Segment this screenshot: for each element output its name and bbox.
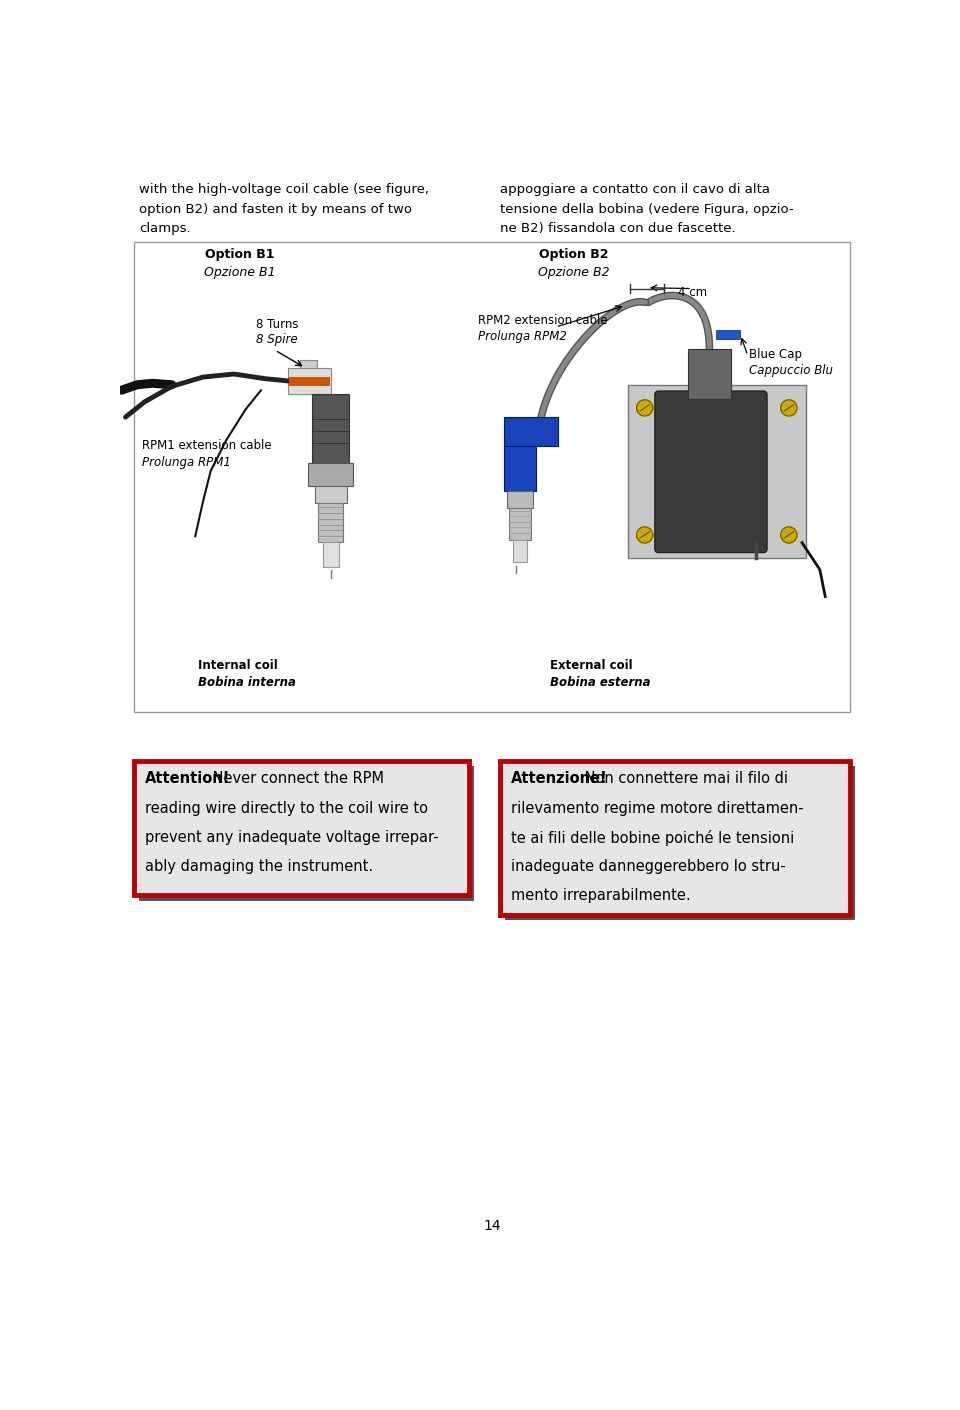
FancyBboxPatch shape [509,508,531,540]
Text: Opzione B1: Opzione B1 [204,266,276,279]
Circle shape [780,527,797,543]
FancyBboxPatch shape [315,486,348,503]
Text: Attenzione!: Attenzione! [511,771,608,787]
Text: Attention!: Attention! [145,771,230,787]
FancyBboxPatch shape [134,760,468,895]
FancyBboxPatch shape [504,417,558,447]
Text: Never connect the RPM: Never connect the RPM [208,771,384,787]
Text: Internal coil: Internal coil [198,658,277,673]
Text: Bobina interna: Bobina interna [198,675,296,689]
Text: Opzione B2: Opzione B2 [538,266,610,279]
FancyBboxPatch shape [688,348,731,399]
Text: Prolunga RPM2: Prolunga RPM2 [478,330,567,343]
Text: Blue Cap: Blue Cap [750,348,803,361]
FancyBboxPatch shape [504,447,537,491]
Circle shape [636,527,653,543]
FancyBboxPatch shape [505,766,855,919]
Text: appoggiare a contatto con il cavo di alta
tensione della bobina (vedere Figura, : appoggiare a contatto con il cavo di alt… [500,183,793,235]
FancyBboxPatch shape [324,541,339,567]
Text: with the high-voltage coil cable (see figure,
option B2) and fasten it by means : with the high-voltage coil cable (see fi… [139,183,429,235]
FancyBboxPatch shape [655,391,767,553]
Text: External coil: External coil [550,658,633,673]
Text: RPM1 extension cable: RPM1 extension cable [142,439,272,451]
Circle shape [780,400,797,416]
FancyBboxPatch shape [319,503,344,541]
Text: RPM2 extension cable: RPM2 extension cable [478,314,608,327]
Text: Non connettere mai il filo di: Non connettere mai il filo di [581,771,788,787]
Text: 4 cm: 4 cm [678,286,708,299]
FancyBboxPatch shape [628,385,805,558]
Text: prevent any inadequate voltage irrepar-: prevent any inadequate voltage irrepar- [145,830,439,845]
Circle shape [636,400,653,416]
FancyBboxPatch shape [288,368,331,393]
FancyBboxPatch shape [308,464,353,486]
FancyBboxPatch shape [134,243,850,712]
Text: ably damaging the instrument.: ably damaging the instrument. [145,859,372,874]
Text: 8 Turns: 8 Turns [255,317,299,331]
Text: rilevamento regime motore direttamen-: rilevamento regime motore direttamen- [511,801,804,815]
FancyBboxPatch shape [312,393,349,464]
FancyBboxPatch shape [715,330,740,340]
Text: te ai fili delle bobine poiché le tensioni: te ai fili delle bobine poiché le tensio… [511,830,794,846]
Text: 8 Spire: 8 Spire [255,333,298,347]
FancyBboxPatch shape [500,760,850,915]
FancyBboxPatch shape [513,540,527,563]
FancyBboxPatch shape [300,360,317,368]
FancyBboxPatch shape [139,766,474,901]
Text: 14: 14 [483,1220,501,1234]
Text: Cappuccio Blu: Cappuccio Blu [750,364,833,376]
Text: Bobina esterna: Bobina esterna [550,675,651,689]
Text: mento irreparabilmente.: mento irreparabilmente. [511,888,690,904]
Text: inadeguate danneggerebbero lo stru-: inadeguate danneggerebbero lo stru- [511,859,785,874]
Text: Option B2: Option B2 [539,248,608,261]
FancyBboxPatch shape [289,376,330,386]
FancyBboxPatch shape [507,491,533,508]
Text: Option B1: Option B1 [205,248,275,261]
Text: reading wire directly to the coil wire to: reading wire directly to the coil wire t… [145,801,428,815]
Text: Prolunga RPM1: Prolunga RPM1 [142,455,230,468]
